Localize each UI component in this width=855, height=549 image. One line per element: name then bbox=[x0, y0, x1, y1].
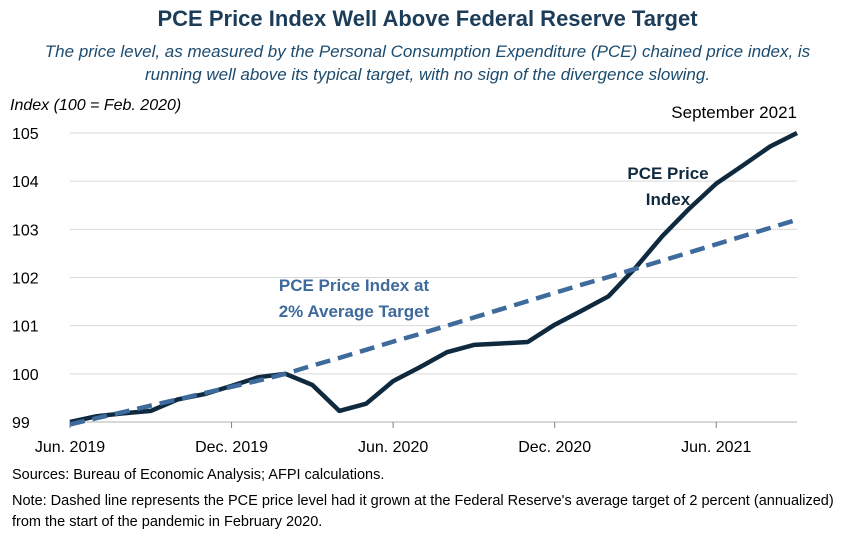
annotations: PCE Price Index PCE Price Index at 2% Avera… bbox=[279, 164, 709, 321]
date-note: September 2021 bbox=[671, 103, 797, 122]
y-tick-label: 99 bbox=[12, 415, 30, 432]
y-tick-labels: 99 100 101 102 103 104 105 bbox=[12, 126, 39, 432]
x-tick-labels: Jun. 2019 Dec. 2019 Jun. 2020 Dec. 2020 Jun.… bbox=[35, 422, 751, 456]
y-tick-label: 102 bbox=[12, 271, 39, 288]
x-tick-label: Jun. 2021 bbox=[681, 439, 751, 456]
series-lines bbox=[69, 130, 799, 427]
gridlines bbox=[70, 132, 797, 423]
y-tick-label: 101 bbox=[12, 319, 39, 336]
x-tick-label: Jun. 2020 bbox=[358, 439, 428, 456]
chart-title: PCE Price Index Well Above Federal Reser… bbox=[157, 6, 698, 31]
x-tick-label: Jun. 2019 bbox=[35, 439, 105, 456]
y-tick-label: 104 bbox=[12, 174, 39, 191]
chart-subtitle: The price level, as measured by the Pers… bbox=[44, 42, 811, 84]
annotation-target-line: 2% Average Target bbox=[279, 302, 430, 321]
x-tick-label: Dec. 2019 bbox=[195, 439, 268, 456]
y-axis-label: Index (100 = Feb. 2020) bbox=[10, 97, 182, 114]
sources-text: Sources: Bureau of Economic Analysis; AF… bbox=[12, 467, 385, 483]
x-tick-label: Dec. 2020 bbox=[518, 439, 591, 456]
note-text: Note: Dashed line represents the PCE pri… bbox=[12, 493, 834, 530]
y-tick-label: 103 bbox=[12, 222, 39, 239]
series-line-target bbox=[69, 217, 798, 427]
annotation-target-line: PCE Price Index at bbox=[279, 276, 430, 295]
y-tick-label: 105 bbox=[12, 126, 39, 143]
annotation-pce-index-line: Index bbox=[646, 190, 691, 209]
y-tick-label: 100 bbox=[12, 367, 39, 384]
annotation-pce-index-line: PCE Price bbox=[627, 164, 708, 183]
